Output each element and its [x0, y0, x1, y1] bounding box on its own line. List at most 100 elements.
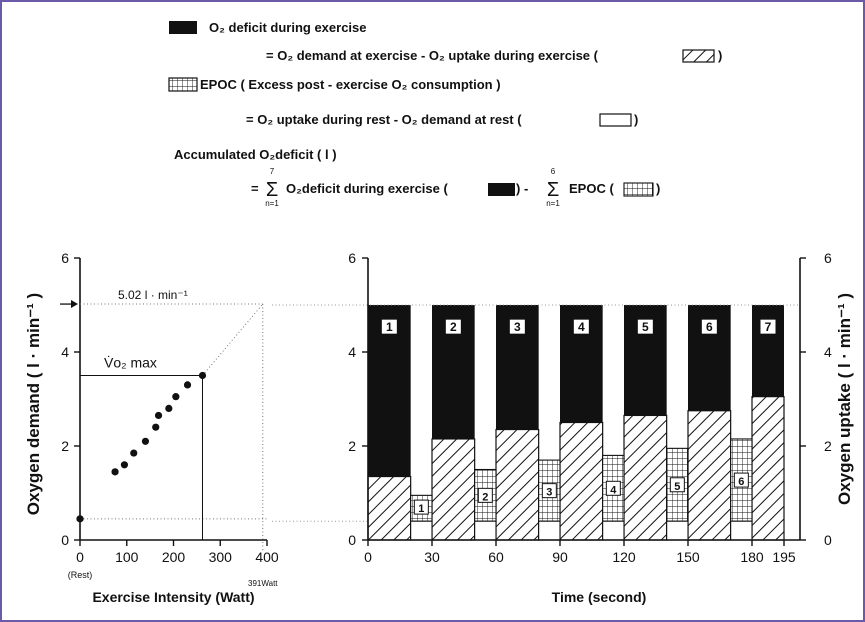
- legend-deficit-swatch: [169, 21, 197, 34]
- data-point: [141, 437, 150, 445]
- left-y-tick-label: 0: [61, 532, 69, 548]
- bout-label-box: [636, 318, 654, 335]
- rest-label: 1: [418, 503, 424, 515]
- sum1-sigma: Σ: [266, 179, 278, 201]
- sum1-lower-limit: n=1: [265, 199, 279, 208]
- extrapolation-line: [202, 303, 264, 376]
- left-x-tick-label: 100: [115, 549, 139, 565]
- right-x-tick-label: 60: [488, 549, 504, 565]
- legend-deficit-equation: = O₂ demand at exercise - O₂ uptake duri…: [266, 48, 599, 63]
- rest-label-box: [477, 487, 493, 503]
- legend-block: O₂ deficit during exercise = O₂ demand a…: [168, 20, 722, 208]
- sum1-upper-limit: 7: [270, 167, 275, 176]
- legend-acc-minus: ) -: [516, 181, 528, 196]
- rest-bar: [474, 520, 497, 541]
- legend-deficit-title: O₂ deficit during exercise: [209, 20, 367, 35]
- rest-label: 2: [482, 491, 488, 503]
- uptake-bar: [559, 421, 604, 541]
- left-x-tick-label: 0: [76, 549, 84, 565]
- legend-epoc-close: ): [634, 112, 638, 127]
- rest-label-box: [733, 472, 749, 488]
- rest-label-box: [413, 499, 429, 515]
- max-watt-label: 391Watt: [248, 579, 278, 588]
- right-right-y-tick-label: 2: [824, 438, 832, 454]
- left-y-tick-label: 6: [61, 250, 69, 266]
- right-right-y-tick-label: 0: [824, 532, 832, 548]
- data-point: [183, 381, 192, 389]
- demand-value-label: 5.02 l · min⁻¹: [118, 288, 188, 302]
- data-point: [76, 515, 84, 523]
- rest-label: 3: [546, 487, 552, 499]
- right-x-tick-label: 180: [740, 549, 764, 565]
- right-left-y-tick-label: 2: [348, 438, 356, 454]
- rest-label-box: [669, 477, 685, 493]
- demand-arrow-head: [71, 300, 78, 309]
- uptake-bar: [495, 428, 540, 541]
- legend-acc-deficit-term: O₂deficit during exercise (: [286, 181, 448, 196]
- rest-label: 6: [738, 476, 744, 488]
- rest-label: 4: [610, 484, 617, 496]
- legend-acc-deficit-swatch: [488, 183, 515, 196]
- uptake-bar: [751, 396, 785, 541]
- right-x-tick-label: 30: [424, 549, 440, 565]
- data-point: [172, 393, 180, 401]
- bout-label: 3: [514, 320, 521, 334]
- rest-bar: [730, 520, 753, 541]
- rest-bar: [602, 520, 625, 541]
- legend-epoc-equation: = O₂ uptake during rest - O₂ demand at r…: [246, 112, 522, 127]
- rest-bar: [666, 520, 689, 541]
- right-x-tick-label: 120: [612, 549, 636, 565]
- legend-rest-swatch: [599, 113, 632, 127]
- legend-deficit-close: ): [718, 48, 722, 63]
- left-y-tick-label: 2: [61, 438, 69, 454]
- rest-label-box: [541, 483, 557, 499]
- bout-label-box: [572, 318, 590, 335]
- data-point: [154, 411, 163, 420]
- bout-label-box: [759, 318, 777, 335]
- data-point: [152, 423, 160, 431]
- left-x-axis-label: Exercise Intensity (Watt): [92, 589, 254, 605]
- right-x-axis-label: Time (second): [552, 589, 647, 605]
- rest-label: 5: [674, 481, 680, 493]
- data-point: [111, 468, 119, 476]
- legend-epoc-title: EPOC ( Excess post - exercise O₂ consump…: [200, 77, 501, 92]
- bout-label: 5: [642, 320, 649, 334]
- right-left-y-tick-label: 6: [348, 250, 356, 266]
- bout-label-box: [700, 318, 718, 335]
- left-x-tick-label: 200: [162, 549, 186, 565]
- bout-label-box: [380, 318, 398, 335]
- right-right-y-tick-label: 4: [824, 344, 832, 360]
- sum2-upper-limit: 6: [551, 167, 556, 176]
- right-left-y-tick-label: 4: [348, 344, 356, 360]
- rest-label-box: [605, 480, 621, 496]
- legend-uptake-swatch: [682, 49, 715, 63]
- vo2max-label: V̇o₂ max: [104, 354, 157, 370]
- left-y-axis-label: Oxygen demand ( l · min⁻¹ ): [24, 293, 43, 515]
- legend-acc-equals: =: [251, 181, 259, 196]
- legend-accumulated-title: Accumulated O₂deficit ( l ): [174, 147, 337, 162]
- right-chart-oxygen-uptake: 1 2 3 4 5 6 712 3 4 5 60 02 24 46 60 30 60 90 120 150 180 195…: [272, 250, 854, 605]
- bout-label: 6: [706, 320, 713, 334]
- right-left-y-tick-label: 0: [348, 532, 356, 548]
- bout-label: 4: [578, 320, 585, 334]
- bout-label: 7: [765, 320, 772, 334]
- data-point: [198, 371, 207, 380]
- data-point: [120, 461, 129, 469]
- right-x-tick-label: 150: [676, 549, 700, 565]
- right-x-tick-label: 0: [364, 549, 372, 565]
- sum2-lower-limit: n=1: [546, 199, 560, 208]
- bout-label-box: [508, 318, 526, 335]
- rest-label: (Rest): [68, 570, 93, 580]
- legend-acc-epoc-term: EPOC (: [569, 181, 614, 196]
- data-point: [165, 404, 173, 412]
- legend-acc-close: ): [656, 181, 660, 196]
- left-x-tick-label: 400: [255, 549, 279, 565]
- uptake-bar: [687, 410, 732, 541]
- bout-label-box: [444, 318, 462, 335]
- right-y-axis-label: Oxygen uptake ( l · min⁻¹ ): [835, 293, 854, 505]
- right-x-tick-label: 195: [772, 549, 796, 565]
- legend-acc-epoc-swatch: [623, 182, 654, 197]
- left-x-tick-label: 300: [209, 549, 233, 565]
